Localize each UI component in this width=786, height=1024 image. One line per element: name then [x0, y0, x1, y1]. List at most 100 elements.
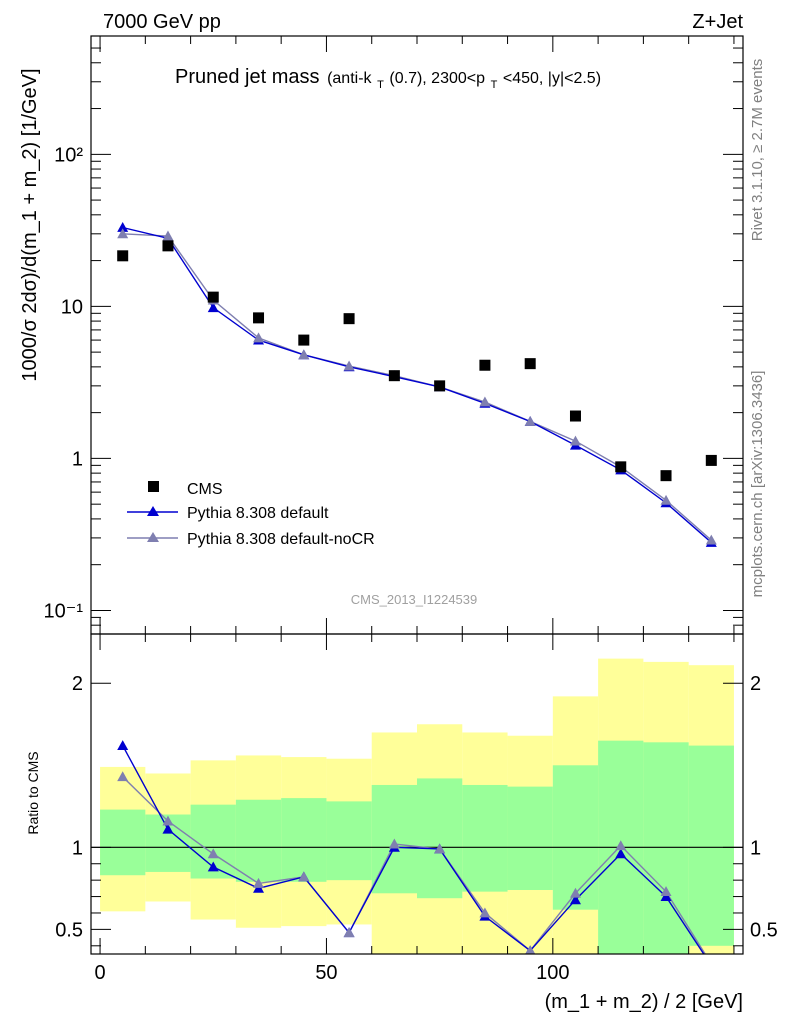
- plot-title-sub-t2: T: [491, 79, 498, 91]
- collision-label: 7000 GeV pp: [103, 11, 221, 33]
- ratio-nocr-line: [122, 776, 706, 954]
- plot-title-sub-post: <450, |y|<2.5): [503, 70, 601, 87]
- main-y-axis-title: 1000/σ 2dσ)/d(m_1 + m_2) [1/GeV]: [19, 68, 41, 381]
- ratio-y-tick-label-right: 0.5: [750, 919, 778, 941]
- cms-data-point: [162, 240, 174, 252]
- cms-data-point: [434, 380, 446, 392]
- ratio-y-ticks: 0.5 0.5 1 1 2 2: [55, 673, 778, 947]
- main-panel: 10⁻¹ 1 10 10²: [44, 35, 744, 635]
- ratio-nocr-point: [525, 945, 536, 954]
- ratio-nocr-point: [615, 840, 627, 851]
- ratio-y-tick-label-right: 1: [750, 837, 761, 859]
- main-nocr-point: [569, 435, 581, 446]
- x-axis-title: (m_1 + m_2) / 2 [GeV]: [545, 991, 743, 1013]
- mcplots-label: mcplots.cern.ch [arXiv:1306.3436]: [749, 371, 766, 598]
- cms-data-point: [660, 470, 672, 482]
- ratio-y-axis-title: Ratio to CMS: [25, 751, 41, 834]
- ratio-y-tick-label-left: 2: [72, 673, 83, 695]
- stat-band-bin: [462, 784, 508, 892]
- main-nocr-point: [298, 349, 310, 360]
- stat-band-bin: [507, 786, 553, 890]
- cms-data-point: [207, 291, 219, 303]
- cms-data-point: [569, 410, 581, 422]
- ratio-y-tick-label-right: 2: [750, 673, 761, 695]
- legend-default-marker: [147, 506, 159, 516]
- legend-nocr-marker: [147, 532, 159, 542]
- ratio-default-point: [162, 823, 174, 834]
- legend-default-label: Pythia 8.308 default: [187, 505, 329, 522]
- stat-band-bin: [417, 778, 463, 899]
- cms-data-point: [253, 312, 265, 324]
- legend-nocr-label: Pythia 8.308 default-noCR: [187, 531, 375, 548]
- ratio-nocr-point: [162, 815, 174, 826]
- ratio-default-point: [569, 894, 581, 905]
- ratio-panel: 0.5 0.5 1 1 2 2 0 50 100: [55, 633, 778, 984]
- stat-band-bin: [552, 765, 599, 910]
- ratio-y-tick-label-left: 0.5: [55, 919, 83, 941]
- stat-band-bin: [235, 799, 282, 882]
- ratio-series-layer: [117, 740, 706, 954]
- ratio-nocr-point: [660, 886, 672, 897]
- ratio-nocr-point: [207, 848, 219, 859]
- main-y-tick-label: 10: [61, 296, 83, 318]
- ratio-default-point: [615, 848, 627, 859]
- main-y-tick-label: 10⁻¹: [44, 600, 84, 622]
- plot-title-sub-pre: (anti-k: [327, 70, 372, 87]
- main-y-ticks: 10⁻¹ 1 10 10²: [44, 35, 743, 635]
- cms-data-point: [117, 250, 129, 262]
- ratio-uncertainty-bands: [100, 658, 734, 954]
- cms-data-point: [705, 454, 717, 466]
- plot-title-sub-mid: (0.7), 2300<p: [389, 70, 485, 87]
- ratio-default-point: [207, 861, 219, 872]
- plot-title-sub-t1: T: [377, 79, 384, 91]
- ratio-nocr-point: [569, 887, 581, 898]
- stat-band-bin: [643, 742, 689, 954]
- ratio-series-clip: [117, 740, 706, 954]
- main-nocr-point: [705, 534, 717, 545]
- rivet-version-label: Rivet 3.1.10, ≥ 2.7M events: [749, 59, 766, 242]
- plot-title-main: Pruned jet mass: [175, 66, 320, 88]
- main-y-tick-label: 10²: [54, 144, 83, 166]
- main-nocr-point: [162, 230, 174, 241]
- cms-data-point: [524, 358, 536, 370]
- plot-title: Pruned jet mass (anti-k T (0.7), 2300<p …: [175, 66, 601, 93]
- main-default-point: [207, 302, 219, 313]
- ratio-nocr-point: [117, 771, 129, 782]
- process-label: Z+Jet: [692, 11, 743, 33]
- main-nocr-point: [660, 494, 672, 505]
- cms-data-point: [388, 370, 400, 382]
- main-nocr-point: [343, 360, 355, 371]
- stat-band-bin: [281, 798, 327, 882]
- ratio-nocr-point: [253, 877, 265, 888]
- main-y-tick-label: 1: [72, 448, 83, 470]
- legend: CMS Pythia 8.308 default Pythia 8.308 de…: [127, 481, 375, 548]
- ratio-y-tick-label-left: 1: [72, 837, 83, 859]
- stat-band-bin: [688, 745, 734, 946]
- ratio-nocr-point: [298, 871, 310, 882]
- legend-cms-label: CMS: [187, 481, 223, 498]
- cms-data-point: [298, 334, 310, 346]
- ratio-nocr-point: [388, 838, 400, 849]
- main-default-point: [117, 222, 129, 232]
- ratio-nocr-point: [343, 927, 355, 938]
- cms-data-point: [479, 359, 491, 371]
- main-nocr-point: [117, 228, 129, 239]
- stat-band-bin: [326, 801, 372, 881]
- main-default-line: [122, 226, 712, 543]
- x-tick-label: 100: [536, 962, 569, 984]
- main-series-layer: [117, 222, 717, 547]
- main-nocr-point: [479, 396, 491, 407]
- main-nocr-point: [253, 332, 265, 343]
- ratio-default-point: [117, 740, 129, 750]
- cms-data-point: [615, 461, 627, 473]
- x-tick-label: 50: [315, 962, 337, 984]
- stat-band-bin: [100, 809, 146, 876]
- ratio-default-line: [122, 745, 705, 954]
- analysis-watermark: CMS_2013_I1224539: [351, 592, 478, 607]
- main-nocr-point: [524, 415, 536, 426]
- legend-cms-marker: [148, 481, 159, 492]
- x-tick-label: 0: [94, 962, 105, 984]
- x-axis-ticks: 0 50 100: [94, 634, 735, 984]
- ratio-nocr-point: [479, 907, 491, 918]
